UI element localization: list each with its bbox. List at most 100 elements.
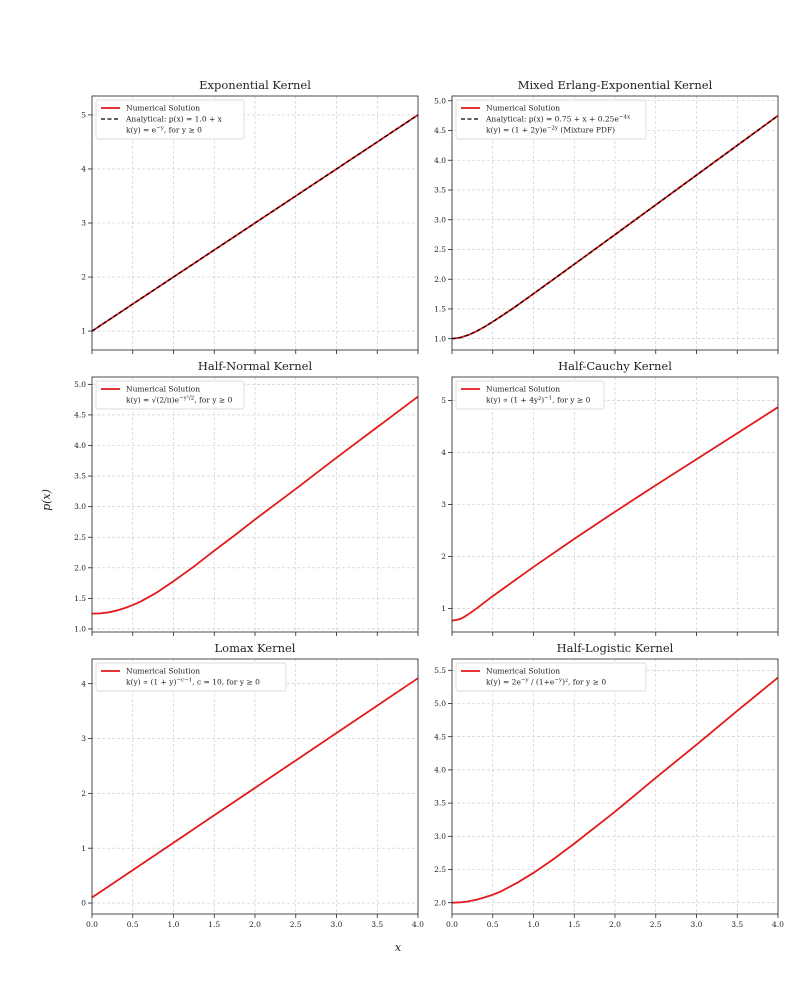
y-tick-label: 4.5: [434, 732, 446, 741]
legend-entry: Numerical Solution: [126, 104, 200, 113]
plot-frame: [91, 376, 419, 633]
legend-entry: Numerical Solution: [486, 104, 560, 113]
y-tick-label: 4.5: [434, 126, 446, 135]
y-tick-label: 2.0: [434, 275, 446, 284]
chart-panel-1: Exponential Kernel 1 2 3 4 5 Numerical Solutio…: [81, 78, 419, 354]
x-tick-label: 1.5: [208, 920, 220, 929]
legend-kernel-note: k(y) ∝ (1 + 4y²)−1​, for y ≥ 0: [486, 396, 591, 405]
y-tick-label: 3: [441, 500, 446, 509]
y-tick-label: 0: [81, 899, 86, 908]
y-tick-label: 2.0: [434, 898, 446, 907]
y-tick-label: 3.5: [434, 186, 446, 195]
legend-kernel-note: k(y) ∝ (1 + y)−c−1​, c = 10, for y ≥ 0: [126, 678, 260, 687]
x-tick-label: 0.0: [86, 920, 98, 929]
numerical-series-line: [451, 406, 779, 622]
figure-y-axis-label: p(x): [40, 489, 53, 511]
y-tick-label: 3: [81, 734, 86, 743]
numerical-series-line: [91, 395, 419, 615]
chart-title: Lomax Kernel: [215, 641, 296, 655]
legend-entry: Analytical: p(x) = 1.0 + x: [125, 115, 223, 124]
x-tick-label: 2.5: [650, 920, 662, 929]
plot-frame: [451, 95, 779, 351]
y-tick-label: 2.5: [434, 245, 446, 254]
x-tick-label: 2.0: [249, 920, 261, 929]
y-tick-label: 3.0: [434, 215, 446, 224]
y-tick-label: 1: [81, 327, 86, 336]
y-tick-label: 5: [81, 111, 86, 120]
y-tick-label: 4.0: [434, 765, 446, 774]
y-tick-label: 3: [81, 219, 86, 228]
legend-kernel-note: k(y) = 2e−y​ / (1+e−y​)², for y ≥ 0: [486, 678, 606, 687]
y-tick-label: 2: [441, 552, 446, 561]
y-tick-label: 4: [81, 165, 86, 174]
y-tick-label: 4: [81, 679, 86, 688]
plot-frame: [451, 376, 779, 633]
x-tick-label: 4.0: [412, 920, 424, 929]
y-tick-label: 4.5: [74, 411, 86, 420]
chart-panel-5: Lomax Kernel 0.0 0.5 1.0 1.5 2.0 2.5 3.0 3.5 4.0 0…: [81, 641, 424, 929]
x-tick-label: 1.5: [568, 920, 580, 929]
x-tick-label: 1.0: [168, 920, 180, 929]
y-tick-label: 1.5: [74, 594, 86, 603]
plot-frame: [91, 95, 419, 351]
y-tick-label: 3.0: [434, 832, 446, 841]
y-tick-label: 5.0: [434, 96, 446, 105]
chart-title: Half-Cauchy Kernel: [558, 359, 672, 373]
x-tick-label: 1.0: [528, 920, 540, 929]
y-tick-label: 1.5: [434, 305, 446, 314]
y-tick-label: 3.0: [74, 502, 86, 511]
chart-panel-3: Half-Normal Kernel 1.0 1.5 2.0 2.5 3.0 3.5 4.0 4…: [74, 359, 419, 636]
legend-kernel-note: k(y) = √(2/π)e−y²/2​, for y ≥ 0: [126, 395, 233, 405]
plot-frame: [451, 658, 779, 915]
y-tick-label: 2: [81, 789, 86, 798]
x-tick-label: 3.5: [371, 920, 383, 929]
legend-box: [455, 662, 647, 692]
legend-box: [95, 380, 245, 410]
y-tick-label: 1.0: [434, 334, 446, 343]
chart-title: Half-Normal Kernel: [198, 359, 313, 373]
y-tick-label: 4.0: [74, 441, 86, 450]
chart-title: Half-Logistic Kernel: [557, 641, 674, 655]
y-tick-label: 5.0: [434, 699, 446, 708]
analytical-series-line: [91, 114, 419, 332]
x-tick-label: 3.0: [691, 920, 703, 929]
legend-box: [95, 662, 287, 692]
chart-panel-4: Half-Cauchy Kernel 1 2 3 4 5 Numerical Solutio…: [441, 359, 779, 636]
analytical-series-line: [451, 115, 779, 340]
figure-x-axis-label: x: [395, 941, 402, 954]
y-tick-label: 5.0: [74, 380, 86, 389]
legend-box: [95, 99, 245, 140]
legend-box: [455, 99, 647, 140]
x-tick-label: 0.5: [127, 920, 139, 929]
x-tick-label: 3.5: [731, 920, 743, 929]
numerical-series-line: [91, 677, 419, 899]
legend-kernel-note: k(y) = (1 + 2y)e−2y​ (Mixture PDF): [486, 126, 615, 135]
numerical-series-line: [451, 676, 779, 904]
y-tick-label: 5.5: [434, 666, 446, 675]
chart-title: Exponential Kernel: [199, 78, 311, 92]
y-tick-label: 4: [441, 448, 446, 457]
y-tick-label: 1: [441, 604, 446, 613]
y-tick-label: 4.0: [434, 156, 446, 165]
y-tick-label: 3.5: [434, 799, 446, 808]
legend-box: [455, 380, 605, 410]
legend-entry: Numerical Solution: [126, 667, 200, 676]
x-tick-label: 2.0: [609, 920, 621, 929]
chart-panel-2: Mixed Erlang-Exponential Kernel 1.0 1.5 2.0…: [434, 78, 779, 354]
y-tick-label: 1.0: [74, 625, 86, 634]
legend-entry: Numerical Solution: [486, 385, 560, 394]
chart-title: Mixed Erlang-Exponential Kernel: [518, 78, 713, 92]
legend-entry: Numerical Solution: [126, 385, 200, 394]
y-tick-label: 1: [81, 844, 86, 853]
x-tick-label: 0.0: [446, 920, 458, 929]
y-tick-label: 2: [81, 273, 86, 282]
legend-entry: Numerical Solution: [486, 667, 560, 676]
x-tick-label: 3.0: [331, 920, 343, 929]
x-tick-label: 4.0: [772, 920, 784, 929]
y-tick-label: 5: [441, 396, 446, 405]
y-tick-label: 3.5: [74, 472, 86, 481]
plot-frame: [91, 658, 419, 915]
legend-kernel-note: k(y) = e−y​, for y ≥ 0: [126, 126, 202, 135]
y-tick-label: 2.5: [74, 533, 86, 542]
